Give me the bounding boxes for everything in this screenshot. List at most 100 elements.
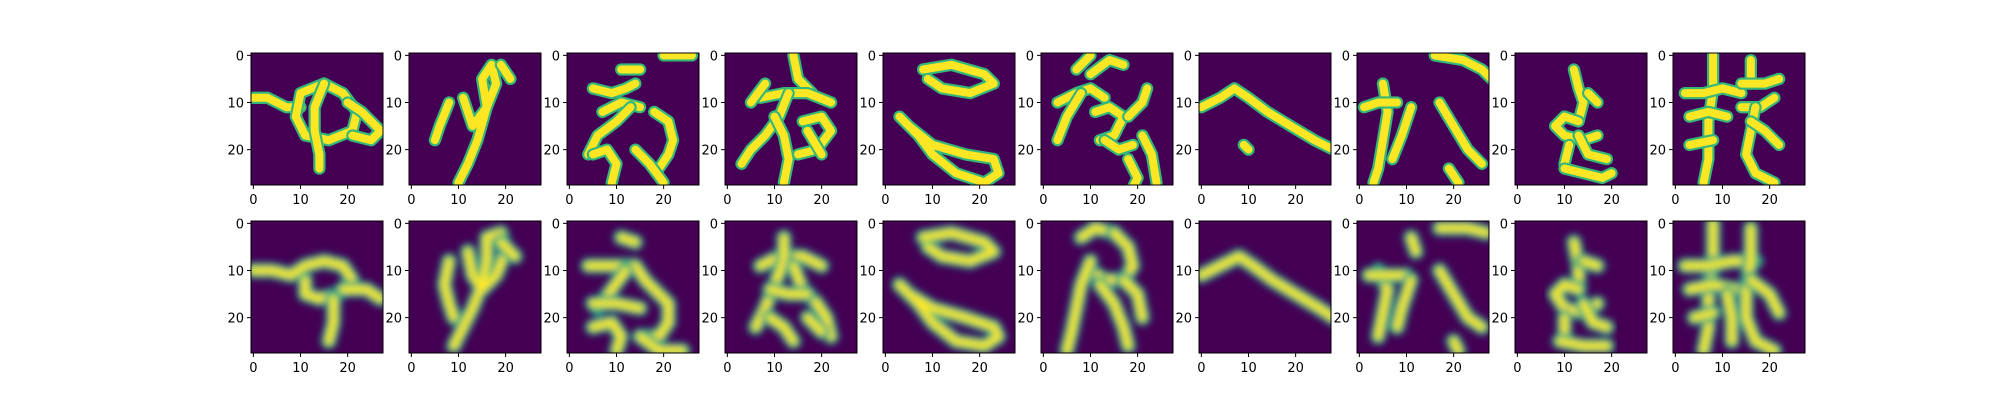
glyph-stroke [766, 314, 797, 345]
y-tick-label: 20 [1333, 144, 1350, 159]
x-tick-label: 0 [1197, 193, 1205, 208]
glyph-stroke [1124, 155, 1142, 185]
x-tick-label: 0 [407, 361, 415, 376]
x-tick-label: 0 [881, 361, 889, 376]
y-tick-label: 10 [1491, 265, 1508, 280]
x-tick-label: 10 [1556, 193, 1573, 208]
reconstruction-panel-9: 0 10 20 0 10 20 [1491, 217, 1648, 376]
reconstruction-panel-6: 0 10 20 0 10 20 [1017, 217, 1174, 376]
glyph-stroke [631, 145, 668, 185]
reconstruction-panel-3: 0 10 20 0 10 20 [543, 217, 700, 376]
glyph-stroke [1737, 74, 1784, 88]
image-content [1676, 221, 1788, 353]
glyph-stroke [430, 98, 454, 145]
x-tick-label: 10 [292, 361, 309, 376]
glyph-stroke [1574, 131, 1611, 164]
axes-frame [1198, 220, 1332, 354]
x-tick-label: 10 [292, 193, 309, 208]
image-content [579, 229, 691, 353]
y-tick-label: 0 [1342, 49, 1350, 64]
glyph-stroke [1239, 140, 1253, 154]
image-content [1199, 82, 1331, 156]
y-tick-label: 10 [1175, 265, 1192, 280]
image-content [1199, 247, 1331, 326]
image-content [251, 252, 383, 350]
glyph-stroke [1569, 65, 1588, 126]
glyph-stroke [803, 126, 826, 159]
reconstruction-panel-4: 0 10 20 0 10 20 [701, 217, 858, 376]
y-tick-label: 10 [385, 97, 402, 112]
y-tick-label: 0 [1184, 49, 1192, 64]
glyph-stroke [804, 314, 825, 335]
y-tick-label: 0 [1342, 217, 1350, 232]
y-tick-label: 0 [710, 217, 718, 232]
x-tick-label: 0 [249, 361, 257, 376]
x-tick-label: 10 [1398, 361, 1415, 376]
y-tick-label: 10 [859, 97, 876, 112]
glyph-stroke [896, 281, 1002, 349]
original-panel-4: 0 10 20 0 10 20 [701, 49, 858, 208]
glyph-stroke [1560, 140, 1574, 168]
x-tick-label: 10 [1556, 361, 1573, 376]
y-tick-label: 20 [543, 312, 560, 327]
x-tick-label: 0 [249, 193, 257, 208]
glyph-stroke [737, 89, 793, 168]
axes-frame [882, 52, 1016, 186]
y-tick-label: 20 [859, 144, 876, 159]
y-tick-label: 0 [1500, 49, 1508, 64]
glyph-stroke [1100, 136, 1137, 154]
axes-frame [566, 52, 700, 186]
image-content [1548, 63, 1618, 185]
glyph-stroke [618, 234, 639, 246]
y-tick-label: 20 [1491, 144, 1508, 159]
x-tick-label: 0 [881, 193, 889, 208]
glyph-stroke [1360, 98, 1402, 112]
glyph-stroke [1747, 276, 1783, 316]
glyph-stroke [1580, 300, 1610, 331]
x-tick-label: 20 [497, 361, 514, 376]
x-tick-label: 10 [450, 361, 467, 376]
x-tick-label: 0 [1355, 193, 1363, 208]
image-content [893, 58, 1005, 185]
x-tick-label: 10 [766, 193, 783, 208]
y-tick-label: 10 [701, 97, 718, 112]
reconstruction-panel-7: 0 10 20 0 10 20 [1175, 217, 1332, 376]
y-tick-label: 20 [543, 144, 560, 159]
x-tick-label: 0 [407, 193, 415, 208]
glyph-stroke [588, 145, 621, 185]
axes-frame [250, 220, 384, 354]
reconstruction-panel-5: 0 10 20 0 10 20 [859, 217, 1016, 376]
y-tick-label: 10 [385, 265, 402, 280]
axes-frame [250, 52, 384, 186]
x-tick-label: 10 [608, 193, 625, 208]
y-tick-label: 20 [1017, 144, 1034, 159]
reconstruction-panel-1: 0 10 20 0 10 20 [227, 217, 384, 376]
x-tick-label: 10 [1082, 361, 1099, 376]
x-tick-label: 20 [1129, 361, 1146, 376]
image-content [251, 77, 383, 175]
y-tick-label: 10 [1333, 97, 1350, 112]
original-panel-2: 0 10 20 0 10 20 [385, 49, 542, 208]
x-tick-label: 20 [971, 193, 988, 208]
x-tick-label: 10 [924, 193, 941, 208]
image-content [735, 53, 838, 185]
y-tick-label: 0 [868, 217, 876, 232]
axes-frame [1356, 52, 1490, 186]
x-tick-label: 0 [1197, 361, 1205, 376]
y-tick-label: 0 [1026, 217, 1034, 232]
x-tick-label: 10 [1398, 193, 1415, 208]
y-tick-label: 20 [1175, 144, 1192, 159]
x-tick-label: 20 [1445, 193, 1462, 208]
y-tick-label: 10 [701, 265, 718, 280]
image-content [1678, 53, 1786, 185]
axes-frame [1672, 52, 1806, 186]
y-tick-label: 20 [701, 144, 718, 159]
glyph-stroke [1699, 53, 1718, 185]
glyph-stroke [325, 295, 337, 345]
glyph-stroke [1444, 164, 1463, 185]
glyph-stroke [1408, 234, 1419, 255]
glyph-stroke [1746, 117, 1784, 149]
y-tick-label: 10 [543, 265, 560, 280]
image-content [582, 53, 699, 185]
x-tick-label: 20 [497, 193, 514, 208]
